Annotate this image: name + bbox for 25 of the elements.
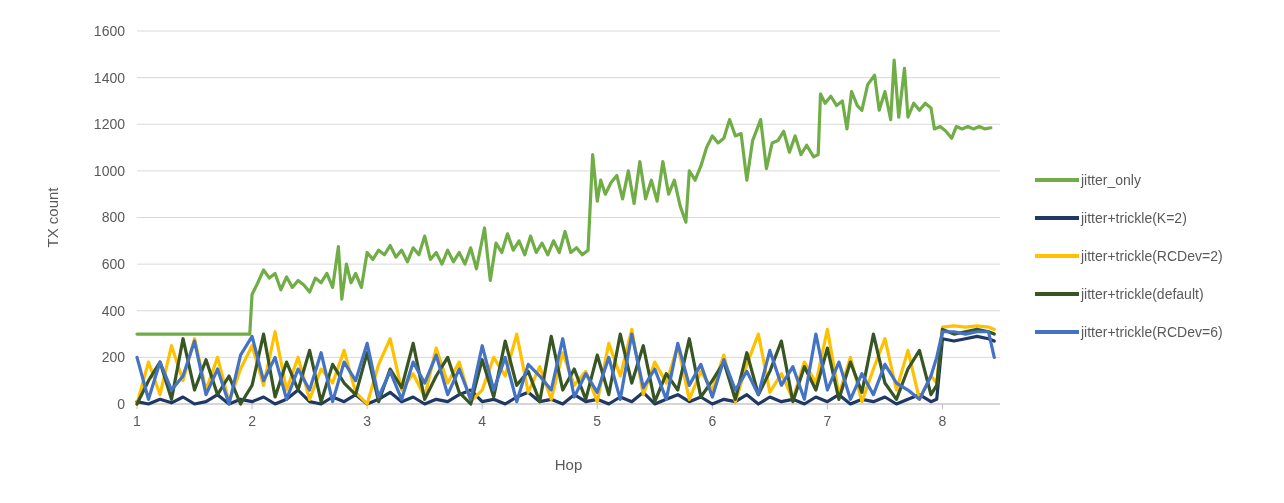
x-tick-label: 4 <box>478 413 487 429</box>
line-series <box>135 58 993 336</box>
y-axis-title: TX count <box>44 186 61 248</box>
x-tick-label: 5 <box>593 413 602 429</box>
y-tick-label: 1000 <box>93 162 126 179</box>
y-tick-label: 1600 <box>93 22 126 39</box>
x-tick-label: 2 <box>248 413 257 429</box>
x-tick-label: 6 <box>708 413 717 429</box>
y-tick-label: 600 <box>101 256 126 273</box>
legend-label: jitter+trickle(default) <box>1080 285 1204 302</box>
x-tick-label: 8 <box>938 413 947 429</box>
y-tick-label: 1200 <box>93 116 126 133</box>
y-tick-label: 800 <box>101 209 126 226</box>
x-tick-label: 1 <box>133 413 142 429</box>
legend-label: jitter+trickle(RCDev=2) <box>1080 247 1223 264</box>
y-tick-label: 200 <box>101 349 126 366</box>
legend-label: jitter_only <box>1080 171 1141 188</box>
legend-label: jitter+trickle(K=2) <box>1080 209 1187 226</box>
x-tick-label: 7 <box>823 413 832 429</box>
y-tick-label: 400 <box>101 302 126 319</box>
legend-label: jitter+trickle(RCDev=6) <box>1080 323 1223 340</box>
y-tick-label: 1400 <box>93 69 126 86</box>
y-tick-label: 0 <box>117 395 126 412</box>
x-tick-label: 3 <box>363 413 372 429</box>
x-axis-title: Hop <box>554 456 583 473</box>
